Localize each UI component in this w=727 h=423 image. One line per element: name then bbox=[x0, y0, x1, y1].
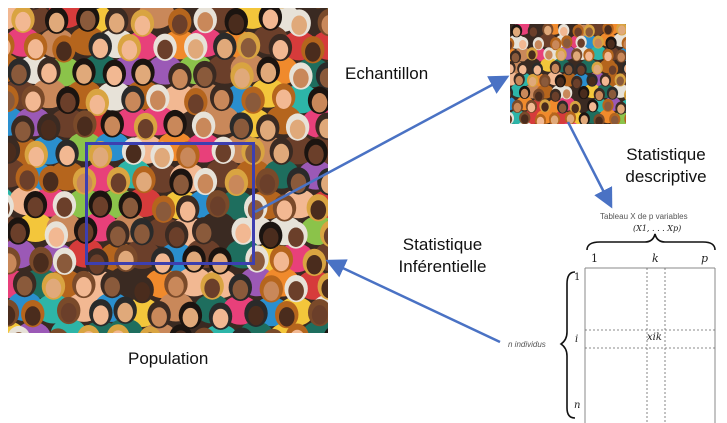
descriptive-line2: descriptive bbox=[625, 167, 707, 186]
sample-selection-box bbox=[85, 142, 255, 265]
inferential-line1: Statistique bbox=[402, 235, 483, 254]
row-label-mid: i bbox=[575, 334, 579, 345]
inferential-statistics-label: Statistique Inférentielle bbox=[385, 234, 500, 278]
arrow-to-table bbox=[566, 121, 613, 209]
column-label-last: p bbox=[701, 252, 709, 265]
sample-crowd-image bbox=[510, 24, 626, 124]
table-grid bbox=[559, 233, 716, 423]
arrow-to-population bbox=[325, 259, 501, 344]
echantillon-label: Echantillon bbox=[345, 64, 429, 83]
population-crowd-image bbox=[8, 8, 328, 333]
column-label-mid: k bbox=[652, 252, 659, 265]
arrow-to-sample bbox=[254, 75, 510, 214]
descriptive-statistics-label: Statistique descriptive bbox=[606, 144, 726, 188]
descriptive-line1: Statistique bbox=[626, 145, 706, 164]
table-caption-line2: (X1, . . . Xp) bbox=[633, 224, 682, 233]
row-count-label: n individus bbox=[508, 340, 546, 349]
row-label-first: 1 bbox=[574, 272, 581, 283]
column-label-first: 1 bbox=[591, 252, 598, 265]
table-caption-line1: Tableau X de p variables bbox=[600, 212, 688, 221]
population-label: Population bbox=[128, 349, 209, 368]
row-label-last: n bbox=[574, 400, 581, 411]
inferential-line2: Inférentielle bbox=[398, 257, 487, 276]
data-table-figure: Tableau X de p variables (X1, . . . Xp) … bbox=[505, 212, 727, 423]
cell-value: xik bbox=[647, 332, 662, 343]
